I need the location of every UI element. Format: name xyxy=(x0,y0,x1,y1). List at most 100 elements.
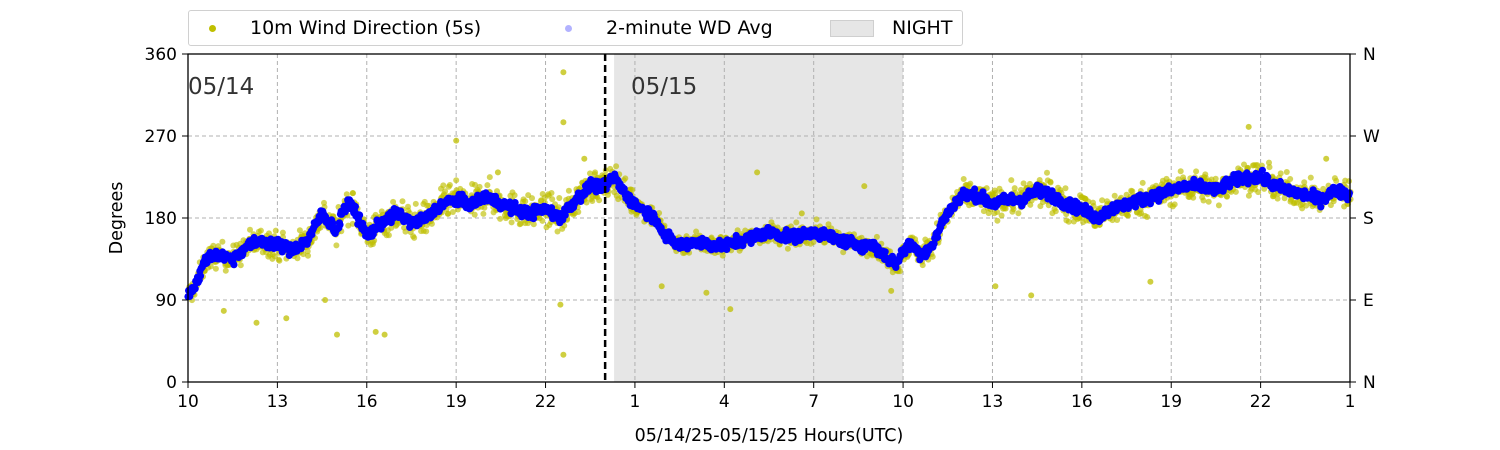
wind-direction-point xyxy=(385,232,392,239)
wind-direction-point xyxy=(411,234,418,241)
wd-avg-point xyxy=(971,185,979,193)
wind-direction-point xyxy=(587,170,593,177)
wind-direction-point xyxy=(1114,217,1121,223)
y-tick-label: 0 xyxy=(166,373,177,393)
wind-direction-point xyxy=(402,228,409,235)
wind-direction-outlier xyxy=(494,169,501,176)
x-tick-label: 22 xyxy=(535,392,557,412)
wind-direction-point xyxy=(300,251,307,258)
wind-direction-point xyxy=(266,230,272,237)
x-axis-label: 05/14/25-05/15/25 Hours(UTC) xyxy=(635,426,904,446)
wind-direction-point xyxy=(994,217,1001,224)
wind-direction-point xyxy=(486,174,493,181)
wind-direction-point xyxy=(1274,195,1281,202)
wind-direction-point xyxy=(522,198,529,205)
wind-direction-point xyxy=(497,215,504,222)
wind-direction-point xyxy=(476,183,483,190)
wind-direction-point xyxy=(960,176,967,182)
wind-direction-point xyxy=(1277,170,1284,177)
wind-direction-point xyxy=(276,257,283,264)
x-tick-label: 19 xyxy=(445,392,467,412)
wind-direction-point xyxy=(1002,205,1009,212)
wind-direction-point xyxy=(1020,180,1027,187)
wind-direction-point xyxy=(1193,168,1200,175)
x-tick-label: 22 xyxy=(1250,392,1272,412)
wind-direction-point xyxy=(1109,217,1116,224)
wind-direction-point xyxy=(529,195,535,202)
wind-direction-point xyxy=(1010,206,1017,213)
wind-direction-point xyxy=(1307,174,1314,181)
wind-direction-point xyxy=(494,188,500,195)
wind-direction-point xyxy=(471,211,478,218)
y2-tick-label: N xyxy=(1363,373,1376,393)
legend-item-wd-avg: 2-minute WD Avg xyxy=(565,11,773,45)
wind-direction-point xyxy=(555,204,562,211)
wind-direction-point xyxy=(629,186,636,193)
wind-direction-point xyxy=(1062,185,1069,192)
wind-direction-point xyxy=(1245,192,1252,199)
wind-direction-outlier xyxy=(861,183,868,190)
wind-direction-point xyxy=(481,204,488,211)
wind-direction-point xyxy=(333,242,340,249)
wind-direction-outlier xyxy=(283,315,290,322)
wind-direction-outlier xyxy=(658,283,665,290)
wind-direction-outlier xyxy=(888,287,895,294)
wind-direction-point xyxy=(1190,194,1197,201)
wind-direction-point xyxy=(484,182,491,189)
wind-direction-outlier xyxy=(322,297,329,303)
wind-direction-point xyxy=(929,253,936,260)
wind-direction-point xyxy=(1281,195,1288,202)
wind-direction-point xyxy=(596,197,603,204)
wind-direction-outlier xyxy=(703,289,710,296)
legend-marker-blue-dot xyxy=(565,24,572,32)
wind-direction-outlier xyxy=(798,210,805,217)
wd-avg-point xyxy=(196,272,205,280)
wind-direction-point xyxy=(1008,177,1015,184)
wind-direction-point xyxy=(1215,202,1222,209)
wind-direction-point xyxy=(1052,208,1059,215)
wind-direction-point xyxy=(1212,175,1219,182)
wind-direction-point xyxy=(349,190,356,197)
wind-direction-point xyxy=(556,195,563,201)
wind-direction-point xyxy=(1144,214,1151,220)
x-tick-label: 4 xyxy=(719,392,730,412)
legend-label: NIGHT xyxy=(892,17,953,39)
wind-direction-point xyxy=(428,220,435,227)
wind-direction-point xyxy=(446,182,453,188)
wind-direction-outlier xyxy=(727,306,734,313)
wind-direction-outlier xyxy=(557,301,564,308)
x-tick-label: 16 xyxy=(356,392,378,412)
wind-direction-outlier xyxy=(1245,123,1252,130)
x-tick-label: 16 xyxy=(1071,392,1093,412)
wind-direction-outlier xyxy=(754,169,761,176)
wd-avg-point xyxy=(723,245,731,253)
wind-direction-point xyxy=(1261,185,1268,192)
wind-direction-point xyxy=(279,229,286,236)
wind-direction-outlier xyxy=(381,331,388,338)
legend-marker-night-patch xyxy=(830,19,874,37)
y-tick-label: 270 xyxy=(145,127,177,147)
wd-avg-point xyxy=(881,248,889,256)
wind-direction-outlier xyxy=(581,155,588,162)
wind-direction-outlier xyxy=(334,331,340,338)
x-tick-label: 13 xyxy=(982,392,1004,412)
wind-direction-point xyxy=(1301,179,1308,186)
wd-avg-point xyxy=(351,202,359,211)
y2-tick-label: N xyxy=(1363,45,1376,65)
wind-direction-point xyxy=(271,253,278,260)
wind-direction-point xyxy=(565,187,572,194)
wind-direction-point xyxy=(1177,168,1184,175)
date-label: 05/14 xyxy=(188,74,254,100)
wind-direction-point xyxy=(1303,202,1310,209)
wd-avg-point xyxy=(1146,200,1154,208)
wind-direction-outlier xyxy=(560,69,567,76)
wd-avg-point xyxy=(356,211,364,219)
wind-direction-outlier xyxy=(372,328,379,335)
wind-direction-point xyxy=(294,255,301,262)
wind-direction-point xyxy=(1283,169,1290,175)
wind-direction-point xyxy=(237,262,244,269)
wind-direction-point xyxy=(998,212,1005,219)
wind-direction-point xyxy=(212,265,219,272)
y2-tick-label: W xyxy=(1363,127,1380,147)
